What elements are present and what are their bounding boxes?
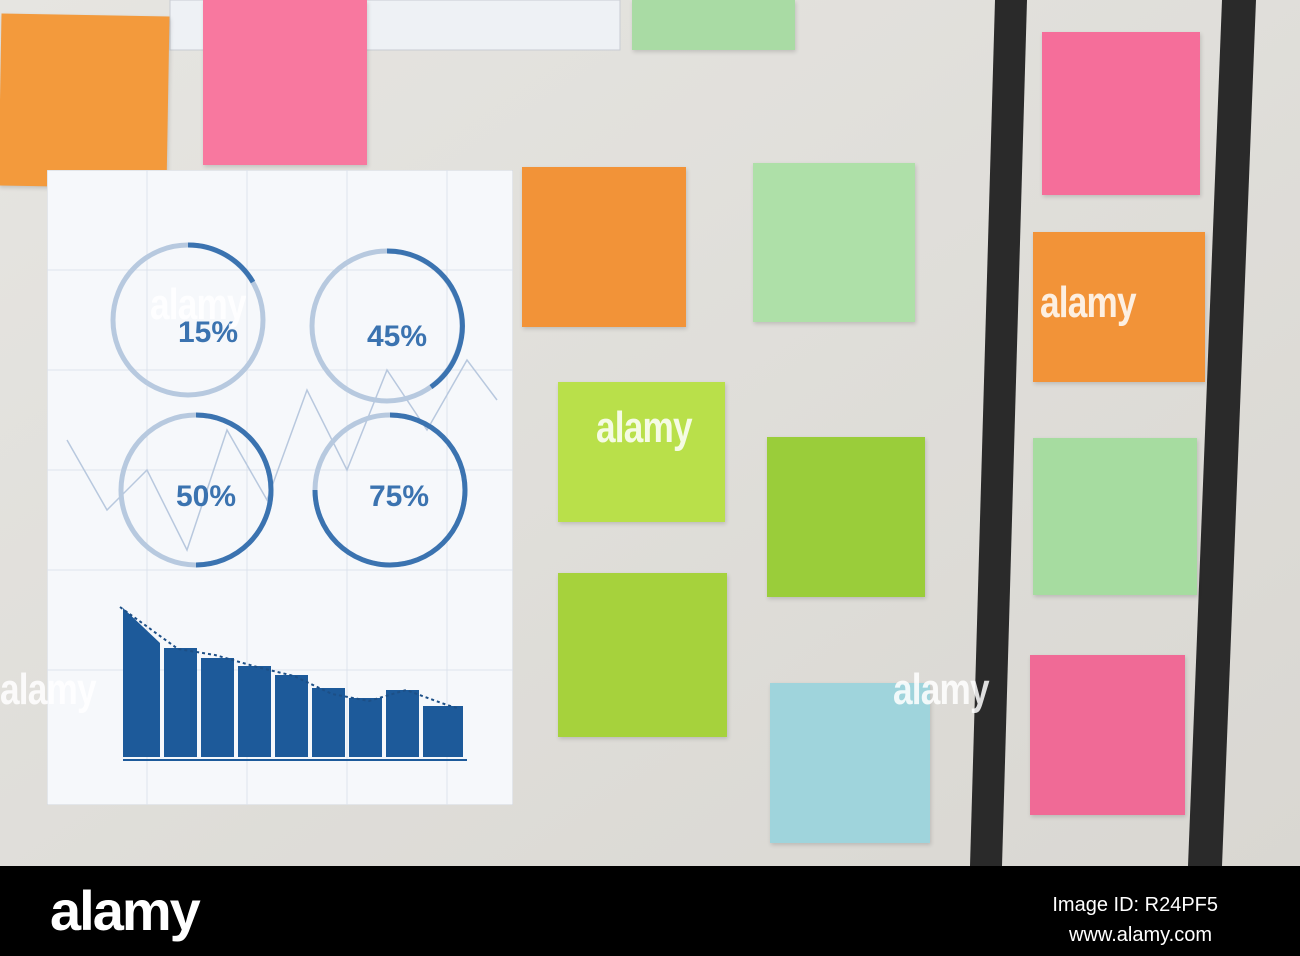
footer: alamy Image ID: R24PF5 www.alamy.com	[0, 866, 1300, 956]
footer-logo: alamy	[50, 879, 201, 942]
site-url: www.alamy.com	[1069, 924, 1212, 946]
sticky-note	[1033, 232, 1205, 382]
sticky-note	[203, 0, 367, 165]
watermark: alamy	[1040, 278, 1137, 327]
sticky-note	[558, 573, 727, 737]
watermark: alamy	[150, 280, 247, 329]
sticky-note	[767, 437, 925, 597]
watermark: alamy	[893, 665, 990, 714]
sticky-note	[753, 163, 915, 322]
sticky-note	[558, 382, 725, 522]
image-id: Image ID: R24PF5	[1052, 894, 1218, 916]
gauge-label: 15%	[178, 316, 238, 349]
watermark: alamy	[596, 403, 693, 452]
gauge-label: 45%	[367, 320, 427, 353]
tape-strip	[1188, 0, 1256, 866]
sticky-note	[1030, 655, 1185, 815]
watermark: alamy	[0, 665, 97, 714]
tape-strip	[970, 0, 1027, 866]
sticky-note	[522, 167, 686, 327]
sticky-note	[1033, 438, 1197, 595]
gauge-label: 75%	[369, 480, 429, 513]
printed-poster: 15% 45% 50% 75%	[47, 170, 513, 805]
sticky-note	[632, 0, 795, 50]
sticky-note	[770, 683, 930, 843]
sticky-note	[1042, 32, 1200, 195]
gauge-label: 50%	[176, 480, 236, 513]
sticky-note	[0, 13, 170, 189]
